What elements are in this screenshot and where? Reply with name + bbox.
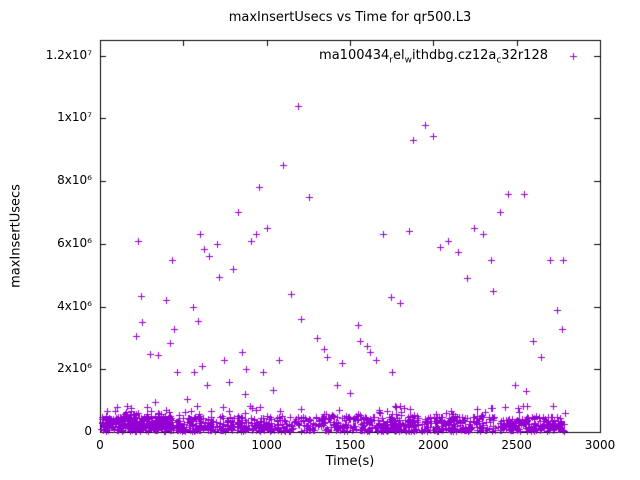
x-axis-label: Time(s) xyxy=(325,454,375,469)
y-axis-label: maxInsertUsecs xyxy=(8,184,24,288)
legend-label: ma100434relwithdbg.cz12ac32r128 xyxy=(319,48,548,66)
chart-title: maxInsertUsecs vs Time for qr500.L3 xyxy=(228,10,472,25)
